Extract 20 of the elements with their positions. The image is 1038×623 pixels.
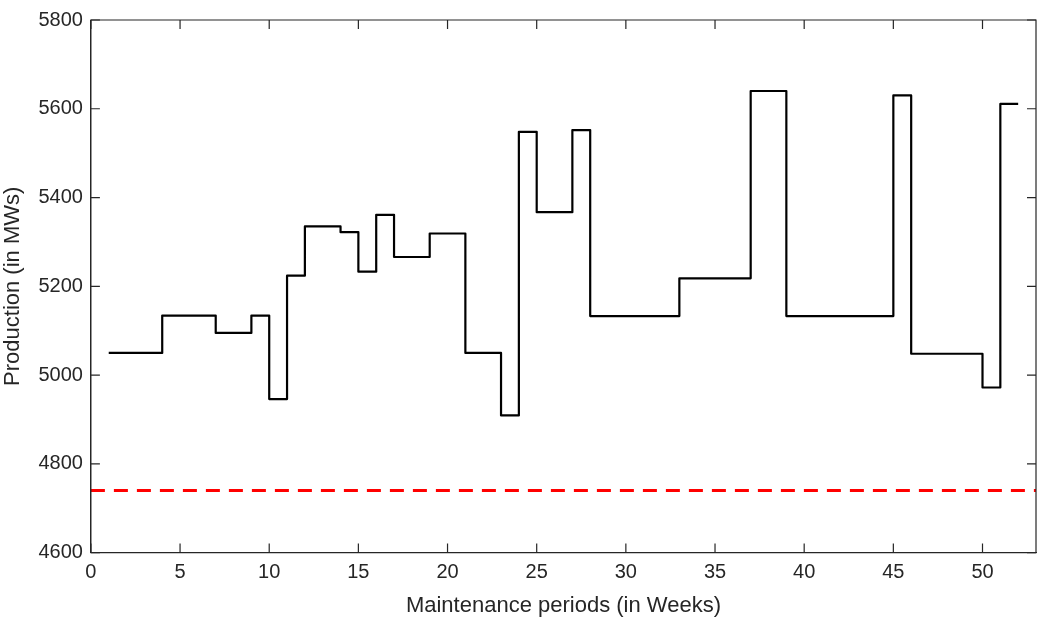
y-tick-label: 5800 <box>38 7 83 30</box>
y-tick-label: 5200 <box>38 273 83 296</box>
x-axis-title: Maintenance periods (in Weeks) <box>405 591 721 617</box>
x-tick-label: 5 <box>174 560 186 583</box>
x-tick-label: 10 <box>258 560 281 583</box>
x-tick-label: 25 <box>525 560 548 583</box>
x-tick-label: 45 <box>882 560 905 583</box>
x-tick-label: 15 <box>347 560 370 583</box>
y-tick-label: 5400 <box>38 185 83 208</box>
x-tick-label: 30 <box>614 560 637 583</box>
x-tick-label: 20 <box>436 560 459 583</box>
x-tick-label: 0 <box>85 560 97 583</box>
y-tick-label: 4600 <box>38 540 83 563</box>
y-tick-label: 5600 <box>38 96 83 119</box>
x-tick-label: 40 <box>793 560 816 583</box>
x-tick-label: 35 <box>703 560 727 583</box>
y-axis-title: Production (in MWs) <box>0 186 25 386</box>
x-tick-label: 50 <box>971 560 994 583</box>
y-tick-label: 4800 <box>38 451 83 474</box>
y-tick-label: 5000 <box>38 362 83 385</box>
